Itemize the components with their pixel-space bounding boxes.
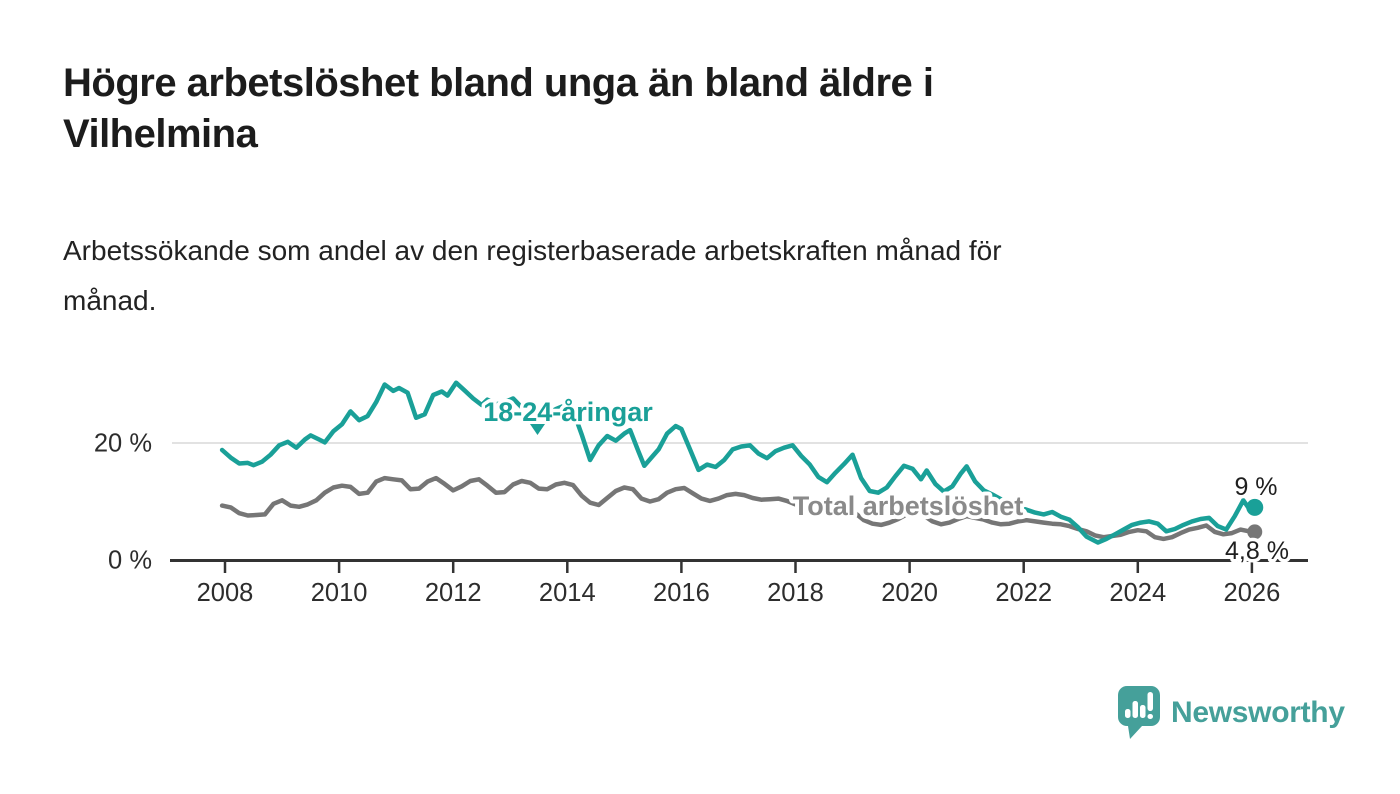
series-end-dot-youth bbox=[1246, 498, 1264, 516]
series-end-dot-total bbox=[1247, 524, 1263, 540]
series-line-youth bbox=[219, 380, 1258, 545]
y-axis-label: 0 % bbox=[108, 547, 152, 575]
page-title: Högre arbetslöshet bland unga än bland ä… bbox=[63, 61, 934, 156]
newsworthy-logo: Newsworthy bbox=[1116, 684, 1345, 741]
y-axis-label: 20 % bbox=[94, 430, 152, 458]
x-axis-label: 2020 bbox=[881, 579, 938, 607]
newsworthy-logo-text: Newsworthy bbox=[1171, 695, 1345, 729]
x-axis-label: 2008 bbox=[197, 579, 254, 607]
exclamation-bar-icon bbox=[1147, 692, 1153, 711]
x-axis-label: 2010 bbox=[311, 579, 368, 607]
page-subtitle: Arbetssökande som andel av den registerb… bbox=[63, 235, 1002, 316]
x-axis-label: 2024 bbox=[1109, 579, 1166, 607]
bar-icon-3 bbox=[1140, 705, 1146, 718]
x-axis-label: 2014 bbox=[539, 579, 596, 607]
x-axis-label: 2022 bbox=[995, 579, 1052, 607]
end-value-label-total: 4,8 % bbox=[1225, 537, 1289, 565]
x-axis-label: 2018 bbox=[767, 579, 824, 607]
speech-bubble-shape bbox=[1118, 686, 1160, 739]
series-line-total bbox=[219, 475, 1258, 542]
series-label-total: Total arbetslöshet bbox=[793, 491, 1024, 521]
end-value-label-youth: 9 % bbox=[1234, 473, 1277, 501]
exclamation-dot-icon bbox=[1147, 714, 1153, 719]
line-chart: 2008 2010 2012 2014 2016 2018 2020 2022 2024 2026… bbox=[94, 380, 1308, 607]
bar-icon-1 bbox=[1125, 709, 1131, 718]
x-axis-label: 2012 bbox=[425, 579, 482, 607]
newsworthy-logo-icon bbox=[1118, 686, 1160, 739]
x-axis-label: 2026 bbox=[1224, 579, 1281, 607]
series-label-arrow bbox=[530, 424, 545, 435]
bar-icon-2 bbox=[1132, 701, 1138, 718]
series-label-youth: 18-24-åringar bbox=[483, 397, 653, 427]
x-axis-label: 2016 bbox=[653, 579, 710, 607]
